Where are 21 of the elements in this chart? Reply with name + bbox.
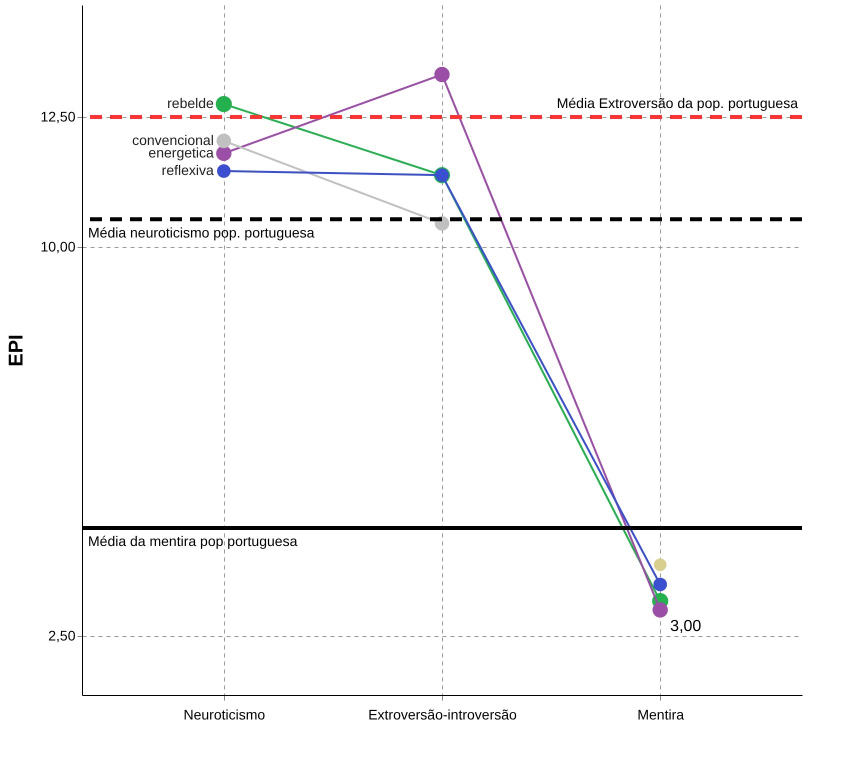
- point: [434, 66, 450, 82]
- series-label: reflexiva: [162, 162, 214, 178]
- point: [216, 146, 232, 162]
- series-label: rebelde: [167, 95, 214, 112]
- point: [216, 96, 232, 112]
- x-tick-label: Mentira: [637, 706, 684, 722]
- point: [654, 558, 667, 572]
- y-tick-label: 10,00: [40, 238, 76, 254]
- y-tick-label: 12,50: [40, 108, 76, 125]
- ref-line-label: Média Extroversão da pop. portuguesa: [556, 95, 798, 112]
- point: [217, 164, 231, 178]
- y-tick-label: 2,50: [48, 627, 76, 644]
- y-axis-title: EPI: [5, 334, 28, 367]
- ref-line-label: Média da mentira pop portuguesa: [88, 532, 298, 549]
- x-tick-label: Neuroticismo: [183, 706, 266, 722]
- point: [216, 134, 232, 148]
- point: [652, 602, 668, 618]
- annotation: 3,00: [670, 618, 702, 635]
- ref-line-label: Média neuroticismo pop. portuguesa: [88, 224, 315, 240]
- x-tick-label: Extroversão-introversão: [368, 706, 518, 722]
- point: [653, 578, 667, 592]
